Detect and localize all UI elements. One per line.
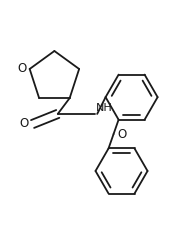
Text: NH: NH <box>96 103 112 113</box>
Text: O: O <box>17 62 26 75</box>
Text: O: O <box>19 117 28 130</box>
Text: O: O <box>117 127 126 141</box>
